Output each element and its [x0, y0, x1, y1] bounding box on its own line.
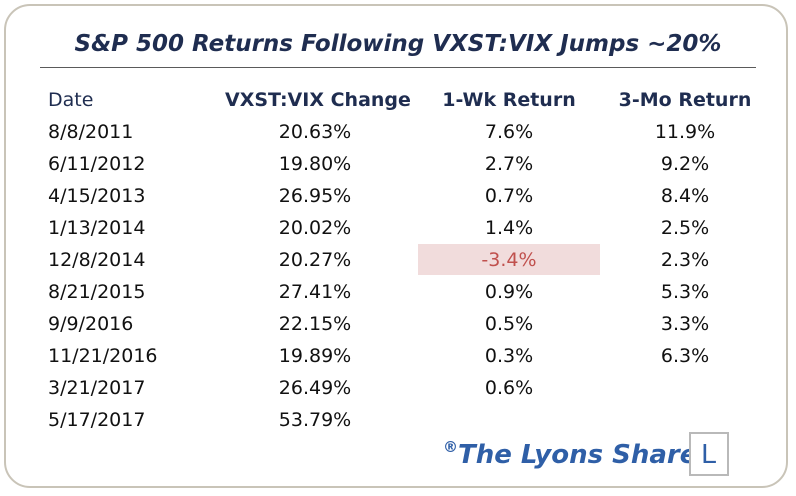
cell-3mo-return: 2.5%: [660, 217, 710, 239]
cell-change: 20.63%: [278, 121, 352, 143]
header-1wk-return: 1-Wk Return: [442, 89, 576, 111]
table-header-row: Date VXST:VIX Change 1-Wk Return 3-Mo Re…: [0, 84, 796, 116]
cell-3mo-return: 5.3%: [660, 281, 710, 303]
cell-1wk-return: 0.9%: [484, 281, 534, 303]
cell-3mo-return: 2.3%: [660, 249, 710, 271]
cell-change: 27.41%: [278, 281, 352, 303]
registered-mark: ®: [443, 438, 458, 456]
table-row: 4/15/2013 26.95% 0.7% 8.4%: [0, 180, 796, 212]
cell-3mo-return: 8.4%: [660, 185, 710, 207]
cell-3mo-return: 11.9%: [654, 121, 716, 143]
header-change: VXST:VIX Change: [225, 89, 411, 111]
cell-1wk-return: 7.6%: [484, 121, 534, 143]
table-row: 11/21/2016 19.89% 0.3% 6.3%: [0, 340, 796, 372]
cell-change: 20.27%: [278, 249, 352, 271]
cell-date: 12/8/2014: [48, 249, 146, 271]
cell-3mo-return: 6.3%: [660, 345, 710, 367]
brand-logo: L: [689, 432, 729, 476]
cell-date: 9/9/2016: [48, 313, 134, 335]
cell-1wk-return: 2.7%: [484, 153, 534, 175]
cell-date: 3/21/2017: [48, 377, 146, 399]
brand-name: ®The Lyons Share: [443, 438, 697, 470]
cell-change: 19.89%: [278, 345, 352, 367]
cell-date: 5/17/2017: [48, 409, 146, 431]
cell-1wk-return: 0.7%: [484, 185, 534, 207]
cell-date: 6/11/2012: [48, 153, 146, 175]
brand-text: The Lyons Share: [458, 440, 698, 470]
cell-1wk-return: 0.5%: [484, 313, 534, 335]
cell-3mo-return: 3.3%: [660, 313, 710, 335]
cell-3mo-return: 9.2%: [660, 153, 710, 175]
cell-change: 19.80%: [278, 153, 352, 175]
negative-return-highlight: [418, 244, 600, 275]
cell-change: 20.02%: [278, 217, 352, 239]
table-row: 1/13/2014 20.02% 1.4% 2.5%: [0, 212, 796, 244]
cell-date: 8/21/2015: [48, 281, 146, 303]
cell-change: 26.49%: [278, 377, 352, 399]
cell-change: 53.79%: [278, 409, 352, 431]
cell-1wk-return: 0.6%: [484, 377, 534, 399]
cell-date: 11/21/2016: [48, 345, 158, 367]
table-row: 8/8/2011 20.63% 7.6% 11.9%: [0, 116, 796, 148]
cell-1wk-return: 0.3%: [484, 345, 534, 367]
cell-date: 4/15/2013: [48, 185, 146, 207]
title-divider: [40, 67, 756, 68]
table-row: 8/21/2015 27.41% 0.9% 5.3%: [0, 276, 796, 308]
cell-date: 8/8/2011: [48, 121, 134, 143]
cell-date: 1/13/2014: [48, 217, 146, 239]
header-date: Date: [48, 89, 94, 111]
cell-change: 22.15%: [278, 313, 352, 335]
table-row: 3/21/2017 26.49% 0.6%: [0, 372, 796, 404]
table-row: 6/11/2012 19.80% 2.7% 9.2%: [0, 148, 796, 180]
cell-change: 26.95%: [278, 185, 352, 207]
table-row: 5/17/2017 53.79%: [0, 404, 796, 436]
page-title: S&P 500 Returns Following VXST:VIX Jumps…: [74, 31, 722, 57]
header-3mo-return: 3-Mo Return: [618, 89, 752, 111]
table-frame: [4, 4, 788, 488]
table-row: 9/9/2016 22.15% 0.5% 3.3%: [0, 308, 796, 340]
cell-1wk-return: 1.4%: [484, 217, 534, 239]
cell-1wk-return: -3.4%: [481, 249, 537, 271]
table-row: 12/8/2014 20.27% -3.4% 2.3%: [0, 244, 796, 276]
